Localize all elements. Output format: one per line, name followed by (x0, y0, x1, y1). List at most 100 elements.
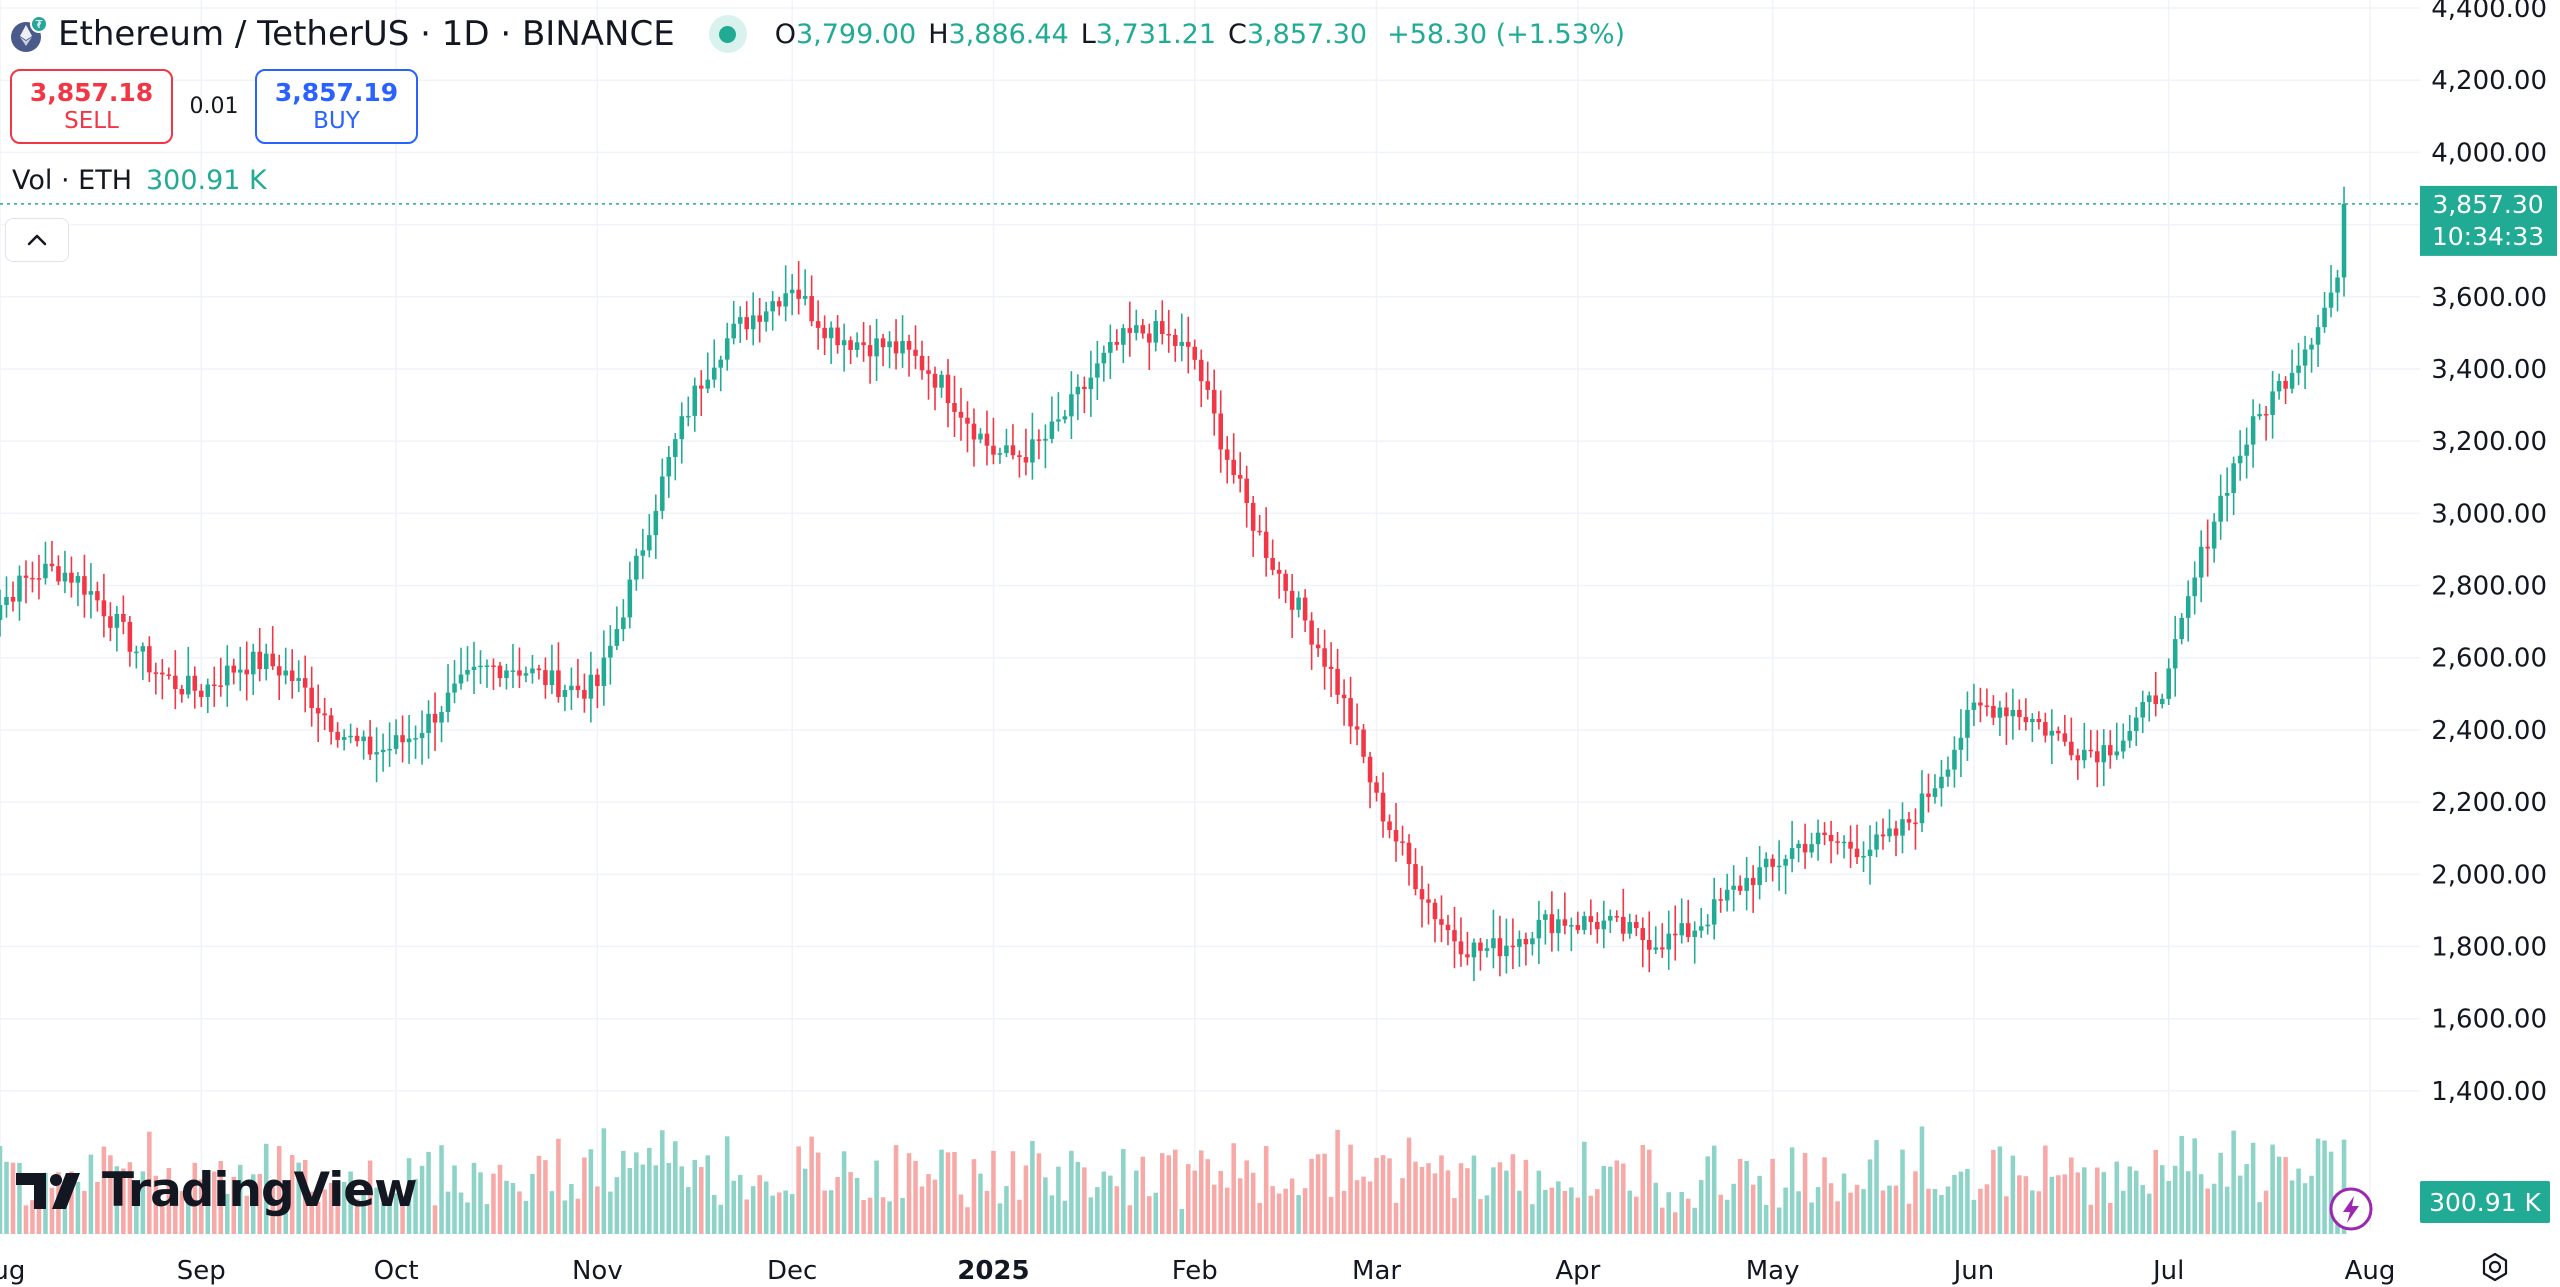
volume-bar (1874, 1140, 1879, 1234)
volume-bar (1978, 1188, 1983, 1234)
collapse-legend-button[interactable] (5, 218, 69, 262)
time-tick-label: Apr (1555, 1256, 1600, 1286)
volume-bar (2192, 1138, 2197, 1234)
candle-body (2341, 203, 2347, 278)
volume-bar (1750, 1184, 1756, 1234)
volume-bar (1341, 1190, 1347, 1234)
volume-bar (731, 1180, 736, 1234)
candle-body (218, 685, 224, 687)
settings-gear-icon[interactable] (2478, 1250, 2512, 1284)
sell-button[interactable]: 3,857.18 SELL (10, 69, 173, 144)
candle-body (1023, 457, 1029, 463)
volume-bar (205, 1200, 211, 1234)
candle-body (2192, 577, 2197, 597)
volume-bar (237, 1164, 243, 1234)
volume-bar (484, 1204, 490, 1234)
candle-body (244, 669, 250, 675)
candle-body (848, 340, 853, 350)
volume-bar (711, 1194, 717, 1234)
candle-body (192, 675, 198, 691)
volume-bar (1387, 1158, 1392, 1234)
volume-bar (2114, 1161, 2120, 1234)
candle-body (796, 289, 801, 299)
candle-body (874, 338, 879, 357)
candle-body (2205, 546, 2210, 549)
volume-bar (978, 1173, 983, 1234)
candle-body (17, 575, 22, 602)
volume-bar (1471, 1155, 1477, 1234)
candle-body (1185, 341, 1191, 347)
candle-body (1283, 573, 1288, 591)
volume-bar (1257, 1202, 1262, 1234)
volume-bar (692, 1160, 698, 1234)
candle-body (361, 736, 366, 742)
volume-bar (1049, 1195, 1055, 1234)
candle-body (2043, 722, 2048, 736)
volume-bar (861, 1200, 866, 1234)
market-status-icon[interactable] (708, 15, 747, 53)
volume-bar (1627, 1190, 1633, 1234)
tradingview-logo[interactable]: TradingView (16, 1163, 418, 1218)
candle-body (49, 563, 55, 567)
candle-body (413, 738, 418, 740)
volume-bar (2205, 1188, 2210, 1234)
candle-body (1932, 788, 1938, 797)
volume-bar (2010, 1155, 2016, 1234)
candle-body (1004, 445, 1009, 454)
volume-bar (575, 1198, 581, 1234)
candle-body (283, 670, 288, 676)
volume-bar (1763, 1204, 1769, 1234)
volume-bar (36, 1201, 42, 1234)
candle-body (1153, 321, 1159, 343)
candle-body (2309, 344, 2314, 350)
candle-body (2095, 751, 2100, 763)
candle-body (906, 341, 912, 350)
volume-bar (354, 1199, 360, 1234)
candle-body (2328, 292, 2334, 308)
candle-body (1692, 930, 1697, 937)
volume-bar (1023, 1165, 1029, 1234)
volume-legend[interactable]: Vol · ETH 300.91 K (12, 165, 267, 196)
volume-bar (1685, 1198, 1691, 1234)
volume-bar (893, 1145, 899, 1234)
candle-body (1595, 921, 1600, 930)
ethereum-icon[interactable]: ₮ (10, 15, 48, 53)
volume-bar (1224, 1187, 1230, 1234)
volume-bar (1776, 1207, 1782, 1234)
candle-body (43, 563, 48, 579)
volume-bar (2166, 1180, 2171, 1234)
volume-bar (1354, 1180, 1360, 1234)
buy-button[interactable]: 3,857.19 BUY (255, 69, 418, 144)
candle-body (406, 738, 412, 743)
volume-bar (523, 1201, 529, 1234)
volume-bar (1361, 1176, 1366, 1234)
volume-bar (997, 1203, 1003, 1234)
candle-body (1510, 945, 1516, 948)
price-tick-label: 2,200.00 (2431, 788, 2547, 818)
volume-bar (556, 1138, 561, 1234)
volume-bar (101, 1146, 107, 1234)
candle-body (1484, 948, 1490, 951)
volume-bar (75, 1181, 81, 1234)
candle-body (1582, 916, 1587, 930)
candle-body (108, 616, 113, 628)
time-axis[interactable]: Aug Sep Oct Nov Dec 2025 Feb Mar Apr May Jun Jul Aug (0, 1256, 2395, 1286)
volume-bar (932, 1179, 938, 1234)
candle-body (1406, 842, 1412, 865)
candle-body (919, 355, 925, 371)
ohlc-values: O3,799.00 H3,886.44 L3,731.21 C3,857.30 … (775, 19, 1625, 50)
time-tick-label: Jul (2151, 1256, 2184, 1286)
candle-body (1757, 867, 1762, 886)
close-label: C (1228, 18, 1247, 50)
price-axis[interactable]: 4,400.004,200.004,000.003,800.003,600.00… (2431, 0, 2547, 1107)
candle-body (2069, 741, 2074, 756)
candle-body (1718, 899, 1723, 901)
candle-body (1958, 737, 1964, 750)
volume-bar (1185, 1164, 1191, 1234)
candle-body (1646, 939, 1652, 950)
symbol-title[interactable]: Ethereum / TetherUS · 1D · BINANCE (58, 14, 675, 54)
candle-body (328, 715, 334, 732)
lightning-icon[interactable] (2328, 1186, 2374, 1232)
volume-bar (1380, 1155, 1386, 1234)
